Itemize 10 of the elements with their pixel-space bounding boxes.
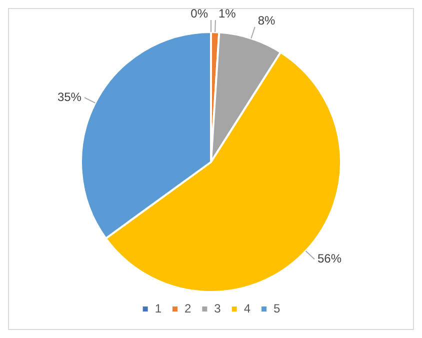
legend-label: 4 [244,301,251,316]
legend-label: 3 [214,301,222,316]
text: 0% [190,6,208,20]
legend-label: 2 [184,301,192,316]
legend-label: 1 [154,301,162,316]
data-label: 8% [258,13,276,28]
data-label: 56% [318,252,342,266]
data-label: 1% [218,6,236,20]
legend-label: 5 [274,301,281,316]
data-label: 35% [57,90,82,104]
